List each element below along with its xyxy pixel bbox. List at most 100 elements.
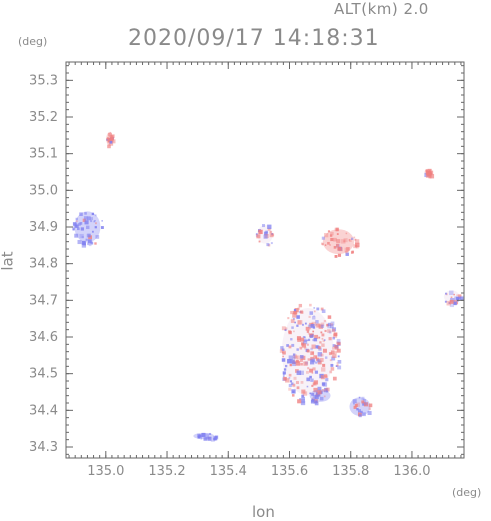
echo-pixel bbox=[337, 355, 340, 358]
echo-pixel bbox=[333, 332, 338, 337]
echo-pixel bbox=[322, 363, 326, 367]
echo-pixel bbox=[284, 364, 288, 368]
echo-pixel bbox=[296, 370, 302, 376]
echo-pixel bbox=[307, 324, 312, 329]
echo-pixel bbox=[331, 356, 336, 361]
echo-pixel bbox=[306, 343, 309, 346]
echo-pixel bbox=[311, 372, 314, 374]
echo-pixel bbox=[311, 398, 315, 402]
echo-pixel bbox=[331, 328, 336, 333]
echo-pixel bbox=[324, 329, 327, 333]
echo-pixel bbox=[336, 239, 341, 244]
echo-pixel bbox=[363, 402, 369, 407]
echo-pixel bbox=[322, 348, 327, 353]
echo-pixel bbox=[364, 402, 368, 406]
y-tick-label: 35.3 bbox=[29, 73, 58, 88]
echo-pixel bbox=[448, 302, 451, 304]
echo-pixel bbox=[295, 381, 299, 385]
echo-region bbox=[321, 227, 360, 258]
echo-pixel bbox=[290, 359, 295, 364]
echo-pixel bbox=[335, 243, 339, 247]
echo-pixel bbox=[288, 383, 292, 388]
echo-pixel bbox=[320, 331, 323, 334]
echo-pixel bbox=[291, 326, 294, 329]
echo-pixel bbox=[293, 309, 297, 312]
echo-pixel bbox=[300, 362, 303, 366]
echo-region bbox=[279, 303, 342, 406]
echo-pixel bbox=[316, 392, 319, 395]
echo-pixel bbox=[321, 367, 326, 372]
echo-pixel bbox=[291, 389, 296, 394]
echo-pixel bbox=[334, 255, 338, 258]
x-unit-label: (deg) bbox=[452, 486, 482, 499]
echo-pixel bbox=[354, 238, 357, 241]
echo-pixel bbox=[322, 339, 325, 343]
echo-pixel bbox=[315, 400, 318, 403]
echo-pixel bbox=[305, 326, 310, 331]
echo-pixel bbox=[301, 396, 305, 401]
echo-pixel bbox=[327, 322, 331, 326]
echo-pixel bbox=[429, 174, 435, 179]
echo-pixel bbox=[362, 412, 366, 417]
echo-pixel bbox=[337, 341, 341, 346]
echo-pixel bbox=[299, 358, 303, 362]
echo-pixel bbox=[458, 296, 461, 300]
echo-pixel bbox=[90, 217, 94, 221]
echo-pixel bbox=[312, 394, 316, 398]
x-tick-label: 135.2 bbox=[148, 464, 185, 479]
echo-pixel bbox=[333, 344, 338, 349]
echo-pixel bbox=[94, 226, 97, 229]
echo-pixel bbox=[288, 373, 292, 377]
y-tick-label: 34.6 bbox=[29, 330, 58, 345]
echo-pixel bbox=[314, 370, 318, 374]
echo-pixel bbox=[107, 144, 111, 149]
echo-pixel bbox=[296, 336, 302, 341]
echo-pixel bbox=[297, 338, 301, 343]
echo-pixel bbox=[350, 237, 354, 240]
echo-pixel bbox=[281, 351, 284, 354]
echo-pixel bbox=[306, 339, 309, 342]
echo-pixel bbox=[314, 394, 319, 399]
echo-pixel bbox=[320, 353, 324, 357]
echo-pixel bbox=[317, 352, 323, 357]
echo-pixel bbox=[332, 336, 336, 340]
echo-pixel bbox=[312, 367, 316, 371]
echo-pixel bbox=[282, 373, 285, 376]
echo-pixel bbox=[292, 317, 295, 320]
echo-pixel bbox=[353, 402, 355, 405]
y-tick-label: 34.7 bbox=[29, 293, 58, 308]
echo-pixel bbox=[320, 375, 325, 380]
echo-pixel bbox=[333, 237, 337, 242]
echo-pixel bbox=[288, 330, 292, 334]
echo-pixel bbox=[313, 380, 319, 385]
echo-pixel bbox=[263, 234, 268, 239]
y-unit-label: (deg) bbox=[18, 35, 48, 48]
echo-pixel bbox=[83, 216, 88, 220]
echo-pixel bbox=[294, 355, 298, 360]
echo-pixel bbox=[310, 378, 314, 382]
echo-pixel bbox=[265, 230, 268, 234]
echo-pixel bbox=[109, 131, 111, 134]
echo-pixel bbox=[329, 244, 331, 246]
echo-pixel bbox=[453, 301, 457, 306]
echo-pixel bbox=[282, 348, 285, 351]
echo-pixel bbox=[94, 242, 97, 245]
echo-pixel bbox=[256, 234, 261, 239]
echo-region bbox=[72, 211, 104, 248]
echo-pixel bbox=[301, 343, 307, 348]
echo-pixel bbox=[283, 376, 287, 381]
echo-pixel bbox=[309, 334, 313, 338]
echo-pixel bbox=[196, 433, 200, 437]
echo-pixel bbox=[328, 330, 332, 334]
echo-pixel bbox=[291, 343, 295, 347]
echo-pixel bbox=[91, 230, 94, 233]
y-tick-label: 34.4 bbox=[29, 403, 58, 418]
echo-pixel bbox=[281, 358, 286, 362]
echo-pixel bbox=[279, 349, 284, 354]
echo-pixel bbox=[345, 232, 348, 235]
timestamp-title: 2020/09/17 14:18:31 bbox=[128, 26, 380, 51]
echo-pixel bbox=[266, 243, 270, 247]
echo-pixel bbox=[456, 294, 459, 297]
echo-pixel bbox=[207, 436, 212, 441]
tick-layer: 135.0 135.2 135.4 135.6 135.8 136.0 34.3 34.4 34… bbox=[29, 62, 464, 479]
